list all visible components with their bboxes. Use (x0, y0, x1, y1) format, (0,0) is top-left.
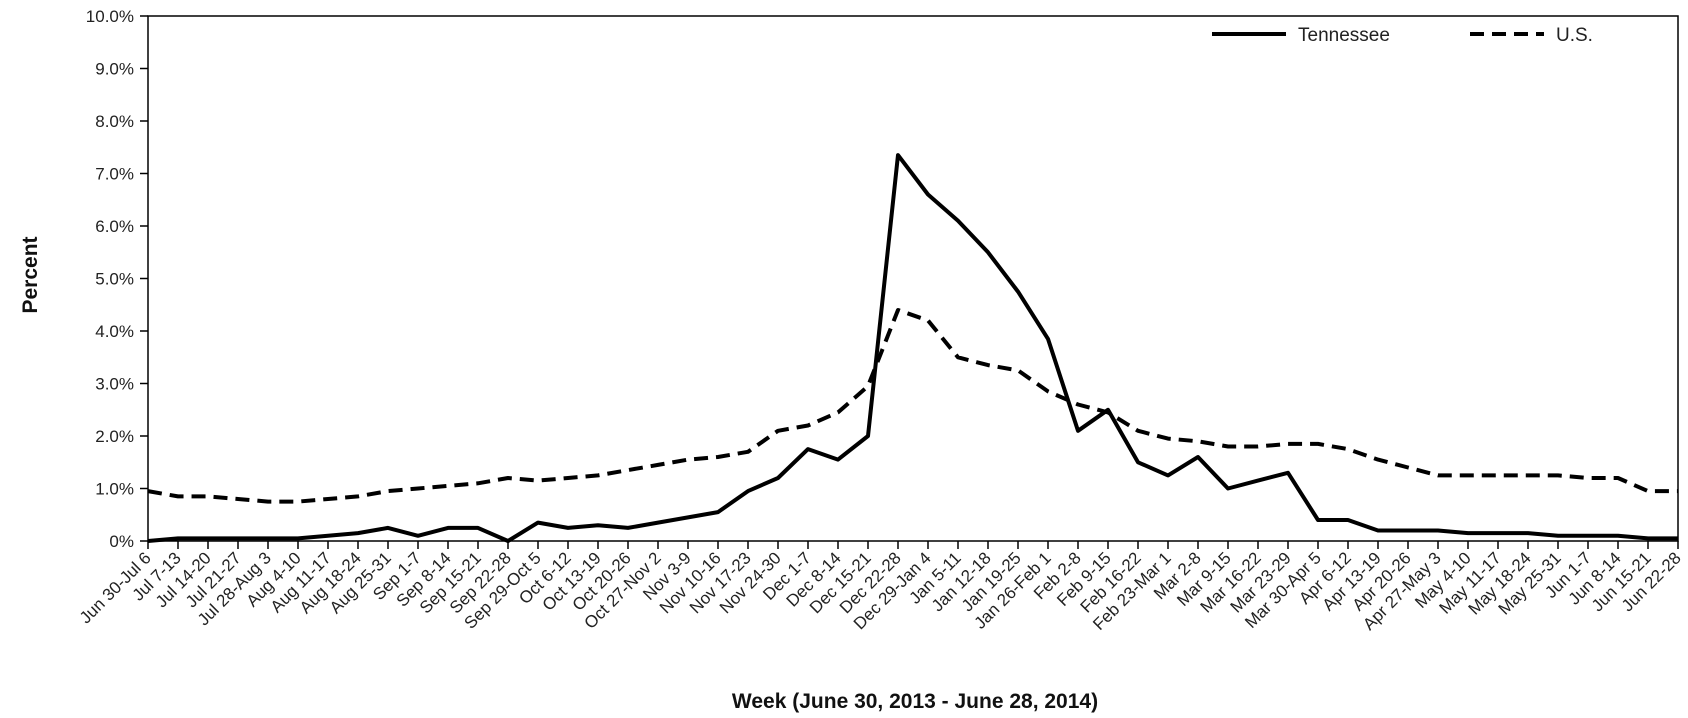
series-line-us (147, 308, 1678, 504)
y-tick-label: 9.0% (95, 60, 134, 79)
y-tick-label: 10.0% (86, 7, 134, 26)
legend-item-us: U.S. (1470, 25, 1593, 46)
plot-frame (147, 15, 1679, 542)
x-axis-title: Week (June 30, 2013 - June 28, 2014) (732, 690, 1098, 713)
y-tick-label: 7.0% (95, 165, 134, 184)
legend-label-us: U.S. (1556, 25, 1593, 46)
legend-item-tennessee: Tennessee (1212, 25, 1390, 46)
y-tick-label: 2.0% (95, 427, 134, 446)
y-tick-label: 0% (109, 532, 134, 551)
legend-label-tennessee: Tennessee (1298, 25, 1390, 46)
series-layer (147, 153, 1678, 543)
y-tick-label: 5.0% (95, 270, 134, 289)
y-tick-label: 4.0% (95, 322, 134, 341)
y-tick-label: 8.0% (95, 112, 134, 131)
legend: Tennessee U.S. (1212, 25, 1593, 46)
y-tick-label: 3.0% (95, 375, 134, 394)
y-tick-label: 6.0% (95, 217, 134, 236)
y-tick-label: 1.0% (95, 480, 134, 499)
series-line-tennessee (147, 153, 1678, 543)
y-axis-ticks: 0% 1.0% 2.0% 3.0% 4.0% 5.0% 6.0% 7.0% 8.0% 9.0% 10… (86, 7, 148, 551)
y-axis-title: Percent (19, 236, 42, 313)
